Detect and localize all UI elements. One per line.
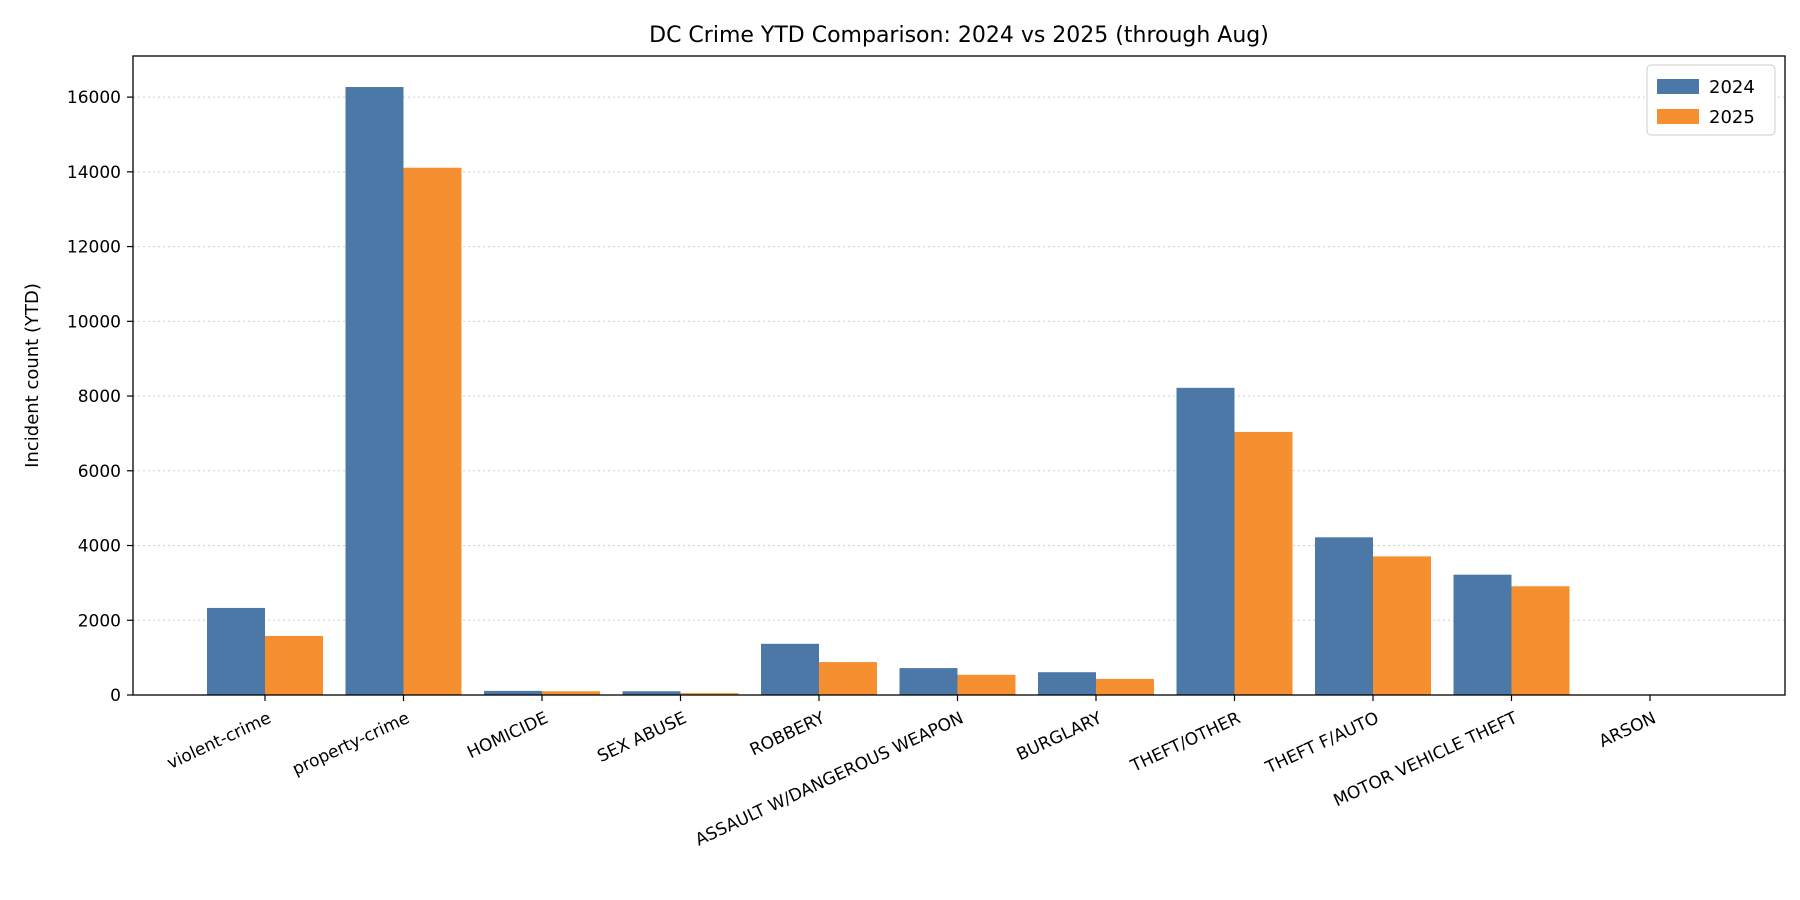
bar-2024-robbery [761,643,819,695]
y-tick-label: 14000 [67,163,121,183]
x-tick-label: THEFT F/AUTO [1262,708,1382,778]
bar-2025-burglary [1096,678,1154,695]
y-tick-label: 10000 [67,312,121,332]
bar-2024-sex-abuse [622,691,681,695]
bar-2025-homicide [542,691,600,695]
bar-2024-theft-f-auto [1315,537,1373,695]
bar-2024-theft-other [1176,387,1235,695]
bar-2025-property-crime [403,167,462,696]
x-tick-label: ROBBERY [747,708,829,760]
x-tick-label: THEFT/OTHER [1127,708,1244,777]
bar-2025-violent-crime [265,635,323,695]
x-tick-label: violent-crime [164,708,274,773]
x-tick-label: BURGLARY [1014,708,1106,765]
chart-title: DC Crime YTD Comparison: 2024 vs 2025 (t… [649,23,1269,48]
bar-2024-violent-crime [207,607,265,695]
plot-frame [132,55,1786,696]
y-tick-label: 0 [110,686,121,706]
legend-label: 2024 [1709,77,1755,98]
bar-2025-assault-w-dangerous-weapon [957,674,1016,695]
bar-2024-assault-w-dangerous-weapon [899,668,958,695]
legend: 2024 2025 [1646,64,1776,136]
y-tick-label: 4000 [78,537,121,557]
x-tick-label: ARSON [1596,708,1659,752]
bar-2025-robbery [819,662,877,695]
bar-2025-theft-f-auto [1373,556,1431,695]
legend-swatch [1657,109,1699,124]
bar-2024-homicide [484,690,542,695]
y-axis: 0 2000 4000 6000 8000 10000 12000 14000 16000 [67,88,133,706]
bar-2024-burglary [1038,672,1096,695]
y-tick-label: 16000 [67,88,121,108]
x-tick-label: property-crime [289,708,412,780]
y-axis-label: Incident count (YTD) [22,283,43,468]
bar-2024-property-crime [345,87,404,695]
y-tick-label: 6000 [78,462,121,482]
legend-swatch [1657,79,1699,94]
y-tick-label: 8000 [78,387,121,407]
y-tick-label: 12000 [67,238,121,258]
bar-2025-motor-vehicle-theft [1511,586,1570,695]
bar-2025-theft-other [1234,431,1293,695]
bar-2025-sex-abuse [680,693,739,695]
x-tick-label: HOMICIDE [464,708,551,763]
bars [207,87,1708,696]
bar-2024-motor-vehicle-theft [1453,574,1512,695]
legend-label: 2025 [1709,107,1755,128]
x-axis: violent-crime property-crime HOMICIDE SEX A… [164,695,1659,850]
x-tick-label: SEX ABUSE [594,708,689,767]
x-tick-label: ASSAULT W/DANGEROUS WEAPON [692,708,966,850]
y-tick-label: 2000 [78,611,121,631]
